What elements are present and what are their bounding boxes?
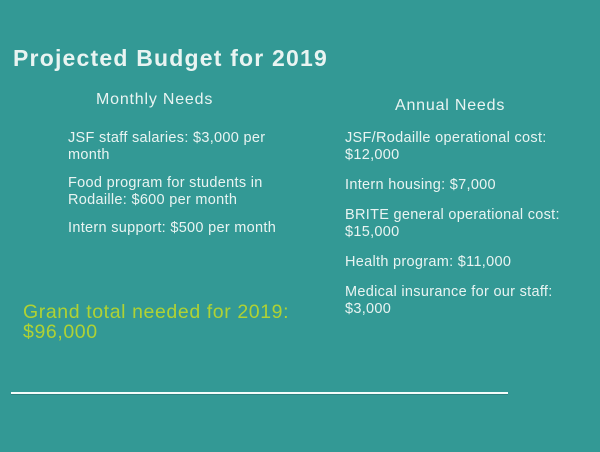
divider-line [11,392,508,395]
annual-item-medical-insurance: Medical insurance for our staff: $3,000 [345,284,553,317]
annual-item-health-program: Health program: $11,000 [345,254,512,270]
grand-total-text: Grand total needed for 2019: $96,000 [23,301,290,343]
monthly-needs-list: JSF staff salaries: $3,000 per month Foo… [68,130,293,248]
annual-item-operational-cost: JSF/Rodaille operational cost: $12,000 [345,130,547,163]
monthly-item-food-program: Food program for students in Rodaille: $… [68,175,263,208]
annual-item-intern-housing: Intern housing: $7,000 [345,177,496,193]
slide-title: Projected Budget for 2019 [13,45,329,72]
annual-needs-list: JSF/Rodaille operational cost: $12,000 I… [345,130,587,331]
monthly-needs-heading: Monthly Needs [96,91,214,108]
annual-item-brite-operational-cost: BRITE general operational cost: $15,000 [345,207,560,240]
monthly-item-staff-salaries: JSF staff salaries: $3,000 per month [68,130,266,163]
monthly-item-intern-support: Intern support: $500 per month [68,220,277,236]
annual-needs-heading: Annual Needs [395,97,506,114]
